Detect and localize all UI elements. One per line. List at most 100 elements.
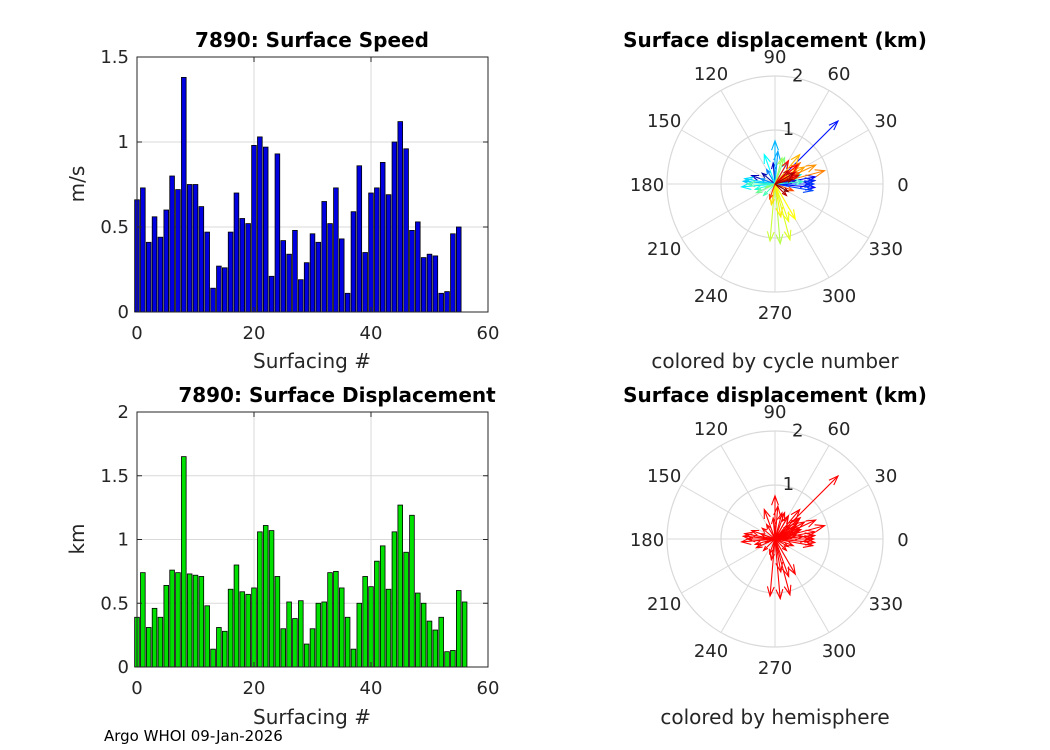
vector-arrowhead bbox=[769, 198, 775, 207]
data-bar bbox=[309, 628, 316, 668]
data-bar bbox=[350, 211, 357, 313]
vector-arrowhead bbox=[814, 524, 827, 532]
data-bar bbox=[397, 121, 403, 313]
data-bar bbox=[333, 570, 339, 668]
data-bar bbox=[239, 591, 246, 668]
displacement-vector bbox=[763, 509, 776, 540]
data-bar bbox=[327, 572, 333, 668]
angle-label: 240 bbox=[694, 286, 728, 307]
data-bar bbox=[262, 525, 269, 668]
vector-arrowhead bbox=[804, 180, 816, 188]
data-bar bbox=[438, 616, 444, 668]
data-bar bbox=[344, 292, 351, 313]
displacement-vector bbox=[774, 538, 782, 573]
vector-arrowhead bbox=[783, 524, 790, 531]
data-bar bbox=[216, 265, 222, 313]
angle-label: 180 bbox=[630, 530, 664, 551]
vector-arrowhead bbox=[781, 159, 790, 169]
displacement-vector bbox=[769, 538, 776, 554]
displacement-vector bbox=[774, 538, 781, 599]
vector-arrowhead bbox=[765, 168, 771, 175]
polar-title: Surface displacement (km) bbox=[623, 28, 927, 52]
displacement-vector bbox=[774, 183, 782, 218]
vector-arrowhead bbox=[760, 172, 768, 178]
data-bar bbox=[198, 576, 205, 668]
data-bar bbox=[292, 229, 298, 313]
y-tick-label: 2 bbox=[118, 402, 129, 423]
angle-label: 210 bbox=[647, 239, 681, 260]
displacement-vector bbox=[774, 172, 794, 185]
vector-arrowhead bbox=[775, 588, 784, 601]
data-bar bbox=[227, 588, 234, 668]
data-bar bbox=[403, 551, 409, 668]
displacement-vector bbox=[774, 183, 789, 193]
data-bar bbox=[157, 236, 164, 313]
vector-arrowhead bbox=[805, 519, 818, 528]
vector-arrowhead bbox=[776, 156, 784, 167]
displacement-vector bbox=[761, 172, 776, 185]
data-bar bbox=[327, 223, 333, 313]
data-bar bbox=[415, 592, 421, 668]
vector-arrowhead bbox=[802, 185, 815, 193]
displacement-vector bbox=[774, 178, 793, 185]
data-bar bbox=[362, 576, 368, 668]
data-bar bbox=[222, 267, 228, 313]
y-axis-label: km bbox=[65, 523, 89, 554]
displacement-vector bbox=[763, 183, 776, 196]
polar-caption: colored by hemisphere bbox=[660, 705, 889, 729]
vector-arrowhead bbox=[781, 566, 790, 579]
vector-arrowhead bbox=[787, 186, 795, 192]
vector-arrowhead bbox=[769, 553, 775, 562]
angle-label: 270 bbox=[758, 303, 792, 324]
polar-displacement-by-hemisphere: Surface displacement (km) colored by hem… bbox=[623, 383, 927, 729]
vector-arrowhead bbox=[804, 532, 816, 541]
displacement-vector bbox=[774, 183, 790, 222]
data-bar bbox=[280, 628, 286, 668]
vector-arrowhead bbox=[814, 169, 827, 177]
ring-label: 1 bbox=[783, 119, 794, 140]
displacement-vector bbox=[774, 176, 816, 185]
data-bar bbox=[145, 627, 152, 668]
displacement-vector bbox=[774, 538, 796, 575]
vector-arrowhead bbox=[759, 178, 766, 183]
vector-arrowhead bbox=[805, 164, 818, 173]
vector-arrowhead bbox=[790, 508, 801, 520]
displacement-vector bbox=[774, 154, 801, 185]
displacement-vector bbox=[774, 183, 813, 192]
data-bar bbox=[321, 601, 327, 668]
vector-arrowhead bbox=[790, 516, 802, 527]
displacement-vector bbox=[774, 538, 813, 547]
x-tick-label: 20 bbox=[243, 678, 266, 699]
data-bar bbox=[450, 650, 456, 668]
displacement-vector bbox=[774, 157, 783, 185]
data-bar bbox=[409, 229, 415, 313]
vector-arrowhead bbox=[791, 529, 801, 536]
vector-arrowhead bbox=[759, 533, 766, 538]
data-bar bbox=[251, 144, 257, 313]
vector-arrowhead bbox=[802, 540, 815, 548]
data-bar bbox=[391, 531, 398, 668]
displacement-vector bbox=[774, 181, 804, 185]
displacement-vector bbox=[774, 524, 790, 540]
displacement-vector bbox=[774, 538, 787, 551]
data-bar bbox=[169, 175, 175, 313]
data-bar bbox=[192, 574, 199, 668]
data-bar bbox=[379, 161, 386, 313]
data-bar bbox=[175, 572, 181, 668]
data-bar bbox=[239, 218, 246, 313]
angle-label: 90 bbox=[764, 402, 787, 423]
angle-label: 330 bbox=[869, 239, 903, 260]
data-bar bbox=[339, 238, 345, 313]
data-bar bbox=[245, 593, 251, 668]
displacement-vector bbox=[774, 536, 804, 540]
data-bar bbox=[163, 585, 169, 668]
displacement-vector bbox=[774, 515, 789, 540]
vector-arrowhead bbox=[775, 562, 784, 574]
vector-arrowhead bbox=[769, 194, 774, 201]
data-bar bbox=[415, 221, 421, 313]
displacement-vector bbox=[774, 183, 815, 189]
data-bar bbox=[286, 253, 292, 313]
vector-arrowhead bbox=[783, 187, 790, 193]
data-bar bbox=[157, 616, 164, 668]
vector-arrowhead bbox=[783, 584, 792, 597]
